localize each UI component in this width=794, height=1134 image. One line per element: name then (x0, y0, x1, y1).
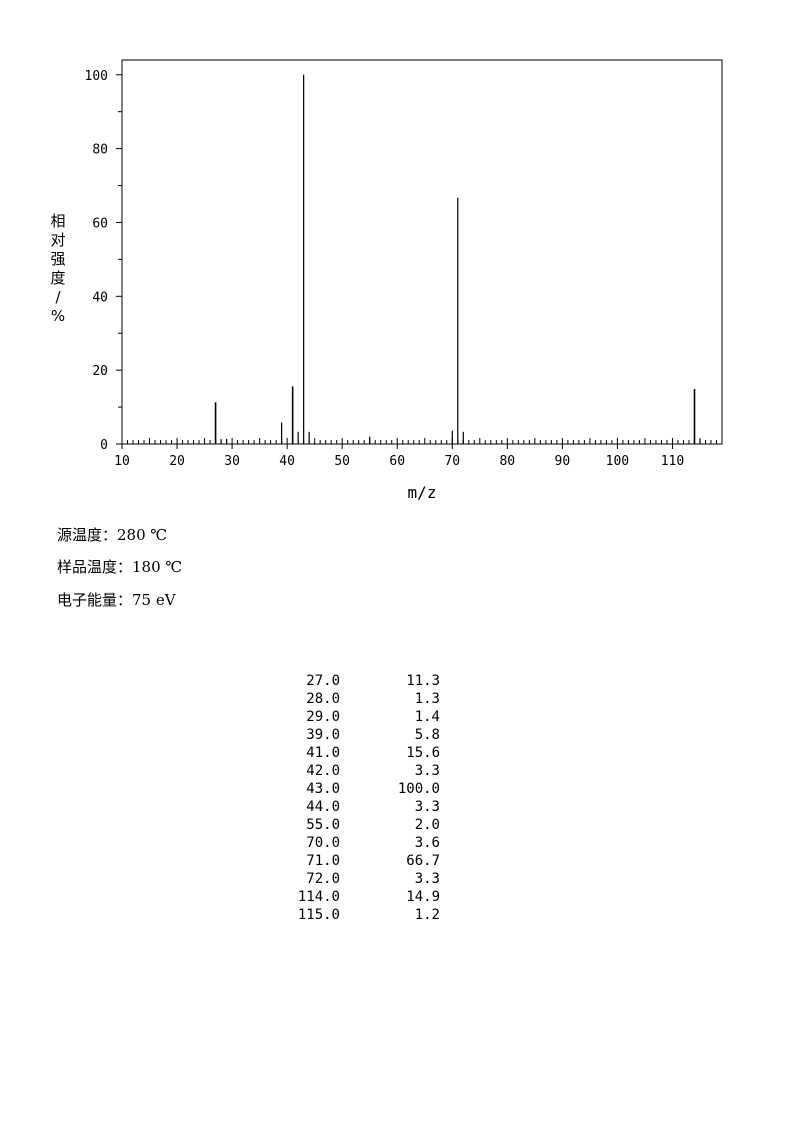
x-tick-label: 110 (661, 454, 684, 469)
x-tick-label: 20 (169, 454, 185, 469)
y-tick-label: 20 (92, 364, 108, 379)
peak-mz: 43.0 (306, 781, 340, 797)
table-row: 70.0 3.6 (280, 834, 440, 852)
electron-energy: 电子能量：75 eV (57, 591, 176, 609)
peak-mz: 71.0 (306, 853, 340, 869)
peak-intensity: 11.3 (406, 673, 440, 689)
y-tick-label: 0 (100, 438, 108, 453)
y-tick-label: 80 (92, 143, 108, 158)
table-row: 27.0 11.3 (280, 672, 440, 690)
peak-mz: 55.0 (306, 817, 340, 833)
peak-table: 27.0 11.3 28.0 1.3 29.0 1.4 39.0 5.8 41.0 15.6 42.… (280, 672, 440, 924)
table-row: 29.0 1.4 (280, 708, 440, 726)
x-tick-label: 40 (279, 454, 295, 469)
peak-mz: 115.0 (297, 907, 340, 923)
peak-mz: 72.0 (306, 871, 340, 887)
peak-intensity: 3.3 (414, 871, 440, 887)
peak-intensity: 3.3 (414, 799, 440, 815)
peak-mz: 27.0 (306, 673, 340, 689)
peak-mz: 70.0 (306, 835, 340, 851)
peak-intensity: 15.6 (406, 745, 440, 761)
sample-temperature: 样品温度：180 ℃ (57, 558, 183, 576)
mass-spectrum-chart: 10 20 30 40 50 60 70 80 90 100 110 0 20 40 60 80 100 m/… (50, 59, 723, 502)
table-row: 39.0 5.8 (280, 726, 440, 744)
peak-bars (214, 74, 701, 444)
peak-intensity: 100.0 (397, 781, 440, 797)
peak-mz: 42.0 (306, 763, 340, 779)
peak-intensity: 1.3 (414, 691, 440, 707)
peak-mz: 41.0 (306, 745, 340, 761)
y-axis-ticks: 0 20 40 60 80 100 (85, 69, 122, 453)
peak-intensity: 1.2 (414, 907, 440, 923)
table-row: 43.0 100.0 (280, 780, 440, 798)
table-row: 41.0 15.6 (280, 744, 440, 762)
y-axis-label-text: 相对强度/% (50, 212, 65, 325)
peak-intensity: 66.7 (406, 853, 440, 869)
x-tick-label: 60 (389, 454, 405, 469)
y-tick-label: 40 (92, 290, 108, 305)
y-axis-label: 相对强度/% (50, 212, 65, 325)
peak-mz: 114.0 (297, 889, 340, 905)
x-axis-label: m/z (408, 483, 437, 502)
x-tick-label: 100 (606, 454, 629, 469)
y-tick-label: 100 (85, 69, 108, 84)
table-row: 28.0 1.3 (280, 690, 440, 708)
x-tick-label: 80 (499, 454, 515, 469)
peak-intensity: 5.8 (414, 727, 440, 743)
x-tick-label: 10 (114, 454, 130, 469)
peak-intensity: 3.3 (414, 763, 440, 779)
x-tick-label: 70 (444, 454, 460, 469)
plot-frame (121, 59, 723, 445)
peak-intensity: 1.4 (414, 709, 440, 725)
peak-mz: 28.0 (306, 691, 340, 707)
peak-intensity: 3.6 (414, 835, 440, 851)
source-temperature: 源温度：280 ℃ (57, 526, 168, 544)
y-tick-label: 60 (92, 216, 108, 231)
x-tick-label: 90 (555, 454, 571, 469)
peak-mz: 44.0 (306, 799, 340, 815)
table-row: 115.0 1.2 (280, 906, 440, 924)
table-row: 44.0 3.3 (280, 798, 440, 816)
table-row: 55.0 2.0 (280, 816, 440, 834)
x-tick-label: 50 (334, 454, 350, 469)
table-row: 42.0 3.3 (280, 762, 440, 780)
x-axis-ticks: 10 20 30 40 50 60 70 80 90 100 110 (114, 444, 684, 469)
peak-intensity: 2.0 (414, 817, 440, 833)
table-row: 71.0 66.7 (280, 852, 440, 870)
x-tick-label: 30 (224, 454, 240, 469)
table-row: 72.0 3.3 (280, 870, 440, 888)
peak-mz: 39.0 (306, 727, 340, 743)
peak-mz: 29.0 (306, 709, 340, 725)
x-minor-ticks (121, 438, 723, 444)
peak-intensity: 14.9 (406, 889, 440, 905)
table-row: 114.0 14.9 (280, 888, 440, 906)
